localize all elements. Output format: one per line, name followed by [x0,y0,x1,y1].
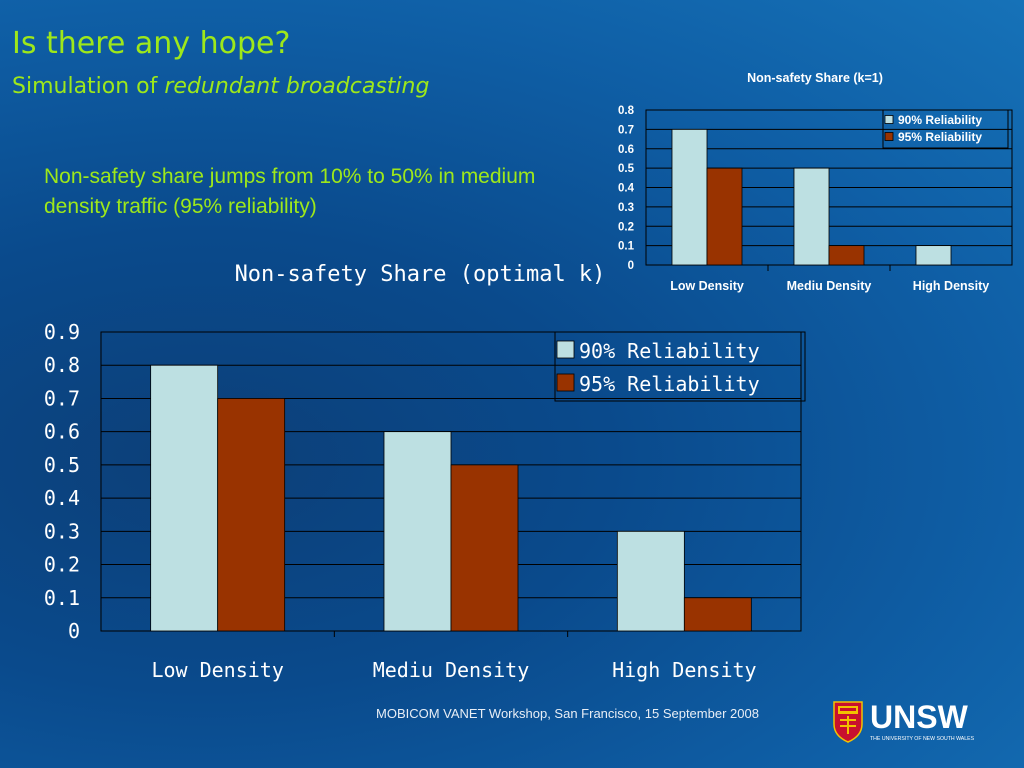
bar [450,464,519,632]
y-tick-label: 0 [68,619,80,643]
bar [217,398,286,632]
legend-label: 90% Reliability [579,339,760,363]
x-category-label: Mediu Density [373,658,530,682]
logo-subtext: THE UNIVERSITY OF NEW SOUTH WALES [870,736,975,742]
bar [150,364,219,632]
bar [828,245,865,266]
slide-subtitle: Simulation of redundant broadcasting [12,74,429,99]
unsw-crest-icon [833,701,863,743]
chart-title: Non-safety Share (k=1) [747,71,883,85]
y-tick-label: 0.3 [44,519,80,543]
y-tick-label: 0.2 [44,553,80,577]
legend-box [554,331,806,402]
bar [793,167,830,266]
legend-swatch [884,115,894,124]
y-tick-label: 0.6 [44,420,80,444]
y-tick-label: 0.8 [618,105,635,117]
y-tick-label: 0.1 [44,586,80,610]
y-tick-label: 0.4 [44,486,80,510]
y-tick-label: 0.6 [618,144,634,156]
y-tick-label: 0.7 [618,124,634,136]
x-category-label: Low Density [670,279,744,293]
subtitle-emphasis: redundant broadcasting [164,74,430,99]
x-category-label: High Density [612,658,757,682]
summary-note: Non-safety share jumps from 10% to 50% i… [44,165,536,218]
slide-title: Is there any hope? [12,26,291,61]
y-tick-label: 0.2 [618,221,634,233]
legend-box [882,109,1009,149]
y-tick-label: 0.5 [618,163,635,175]
x-category-label: High Density [913,279,989,293]
legend-label: 90% Reliability [898,113,982,127]
bar [683,597,752,632]
chart-title: Non-safety Share (optimal k) [235,262,606,287]
bar [383,431,452,632]
bar [671,128,708,266]
y-tick-label: 0.1 [618,241,635,253]
bar [915,245,952,266]
unsw-logo: UNSW THE UNIVERSITY OF NEW SOUTH WALES [833,699,975,743]
logo-wordmark: UNSW [870,699,969,735]
y-tick-label: 0 [628,260,634,272]
bar [616,530,685,632]
y-tick-label: 0.5 [44,453,80,477]
legend-label: 95% Reliability [898,130,982,144]
legend-label: 95% Reliability [579,372,760,396]
legend-swatch [884,132,894,141]
subtitle-prefix: Simulation of [12,74,165,99]
footer-text: MOBICOM VANET Workshop, San Francisco, 1… [376,706,759,721]
bar [706,167,743,266]
x-category-label: Low Density [151,658,283,682]
y-tick-label: 0.4 [618,183,635,195]
y-tick-label: 0.9 [44,320,80,344]
y-tick-label: 0.8 [44,353,80,377]
legend-swatch [556,373,575,392]
y-tick-label: 0.3 [618,202,634,214]
y-tick-label: 0.7 [44,386,80,410]
x-category-label: Mediu Density [787,279,872,293]
legend-swatch [556,340,575,359]
